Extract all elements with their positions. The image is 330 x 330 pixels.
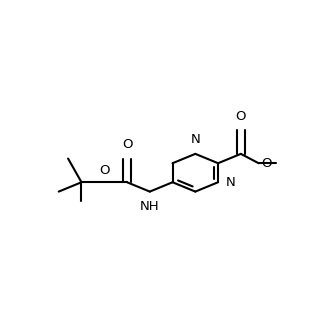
Text: O: O — [122, 138, 132, 151]
Text: O: O — [99, 164, 110, 177]
Text: O: O — [236, 110, 246, 123]
Text: NH: NH — [140, 200, 160, 213]
Text: N: N — [190, 133, 200, 146]
Text: N: N — [226, 176, 236, 189]
Text: O: O — [261, 157, 272, 170]
